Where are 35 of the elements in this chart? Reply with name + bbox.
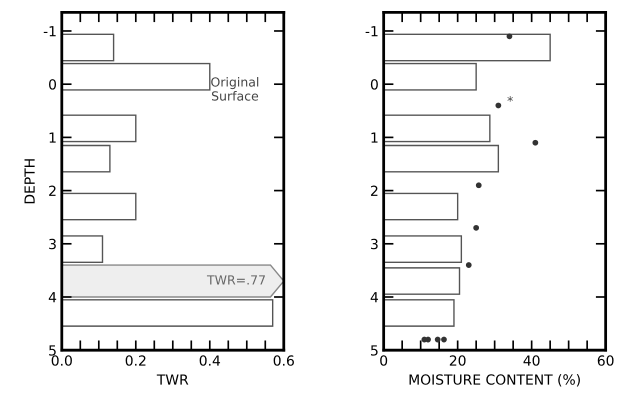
bar	[384, 144, 500, 173]
y-tick-label: 3	[371, 238, 378, 250]
y-tick-label: -1	[366, 26, 378, 36]
x-tick-label: 60	[598, 355, 614, 366]
y-tick-label: 5	[371, 345, 378, 356]
annotation: *	[507, 96, 513, 102]
bar	[384, 192, 458, 220]
x-axis-title: MOISTURE CONTENT (%)	[410, 374, 580, 386]
y-tick-label: 0	[370, 79, 378, 90]
y-tick-label: 0	[49, 79, 56, 90]
x-tick-label: 0	[380, 355, 388, 366]
y-tick-label: 4	[48, 292, 56, 302]
annotation: Original Surface	[211, 77, 258, 101]
x-tick-label: 40	[523, 355, 540, 366]
y-tick-label: 5	[49, 345, 56, 356]
y-tick-label: 4	[370, 292, 378, 302]
y-tick-label: -1	[44, 26, 56, 36]
bar	[62, 114, 136, 142]
y-tick-label: 1	[50, 132, 56, 143]
bar	[384, 114, 491, 142]
x-axis-title: TWR	[156, 374, 188, 385]
band-label: TWR=.77	[206, 275, 265, 284]
bar	[384, 299, 455, 327]
y-tick-label: 3	[49, 238, 56, 250]
y-tick-label: 1	[371, 132, 378, 143]
bar	[62, 192, 136, 220]
x-tick-label: 0.4	[200, 355, 220, 366]
bar	[384, 235, 462, 263]
y-tick-label: 2	[49, 186, 56, 196]
x-tick-label: 0.2	[126, 355, 146, 366]
y-tick-label: 2	[370, 186, 378, 196]
x-tick-label: 0.6	[274, 355, 294, 366]
x-tick-label: 20	[450, 355, 466, 366]
x-tick-label: 0.0	[52, 355, 72, 366]
y-axis-title: DEPTH	[24, 159, 35, 204]
